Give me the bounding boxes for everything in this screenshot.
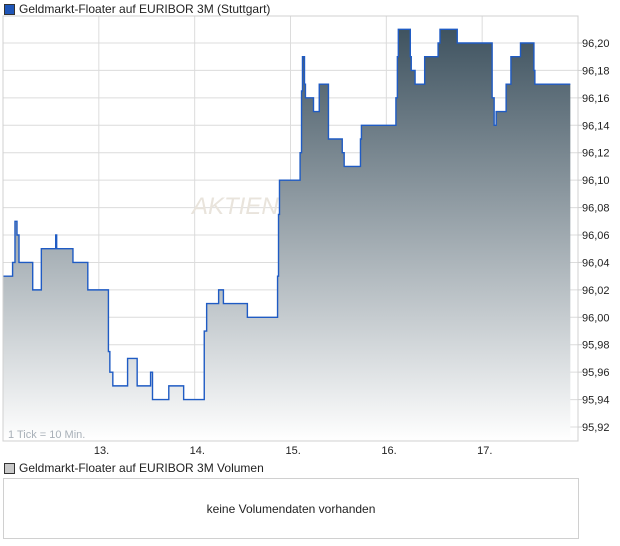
y-tick-label: 96,04 (582, 257, 610, 269)
y-axis: 95,92 95,94 95,96 95,98 96,00 96,02 96,04 96,06… (578, 38, 610, 434)
y-tick-label: 96,16 (582, 93, 610, 105)
y-tick-label: 96,18 (582, 65, 610, 77)
volume-panel: keine Volumendaten vorhanden (3, 478, 579, 539)
y-tick-label: 95,96 (582, 367, 610, 379)
x-tick-label: 17. (477, 445, 492, 457)
x-tick-label: 15. (286, 445, 301, 457)
y-tick-label: 96,08 (582, 203, 610, 215)
y-tick-label: 96,12 (582, 148, 610, 160)
price-legend-label: Geldmarkt-Floater auf EURIBOR 3M (Stuttg… (19, 2, 271, 16)
y-tick-label: 95,92 (582, 422, 610, 434)
y-tick-label: 95,98 (582, 340, 610, 352)
plot-frame (2, 15, 579, 442)
price-chart: AKTIEN 95,92 95,94 95,96 95,98 96,00 96,02 96,… (2, 15, 610, 457)
x-tick-label: 14. (190, 445, 205, 457)
y-tick-label: 96,20 (582, 38, 610, 50)
x-axis: 13. 14. 15. 16. 17. (94, 445, 493, 457)
y-tick-label: 96,02 (582, 285, 610, 297)
price-legend-swatch (4, 3, 15, 15)
watermark-logo: AKTIEN (190, 193, 279, 220)
price-legend: Geldmarkt-Floater auf EURIBOR 3M (Stuttg… (4, 2, 270, 16)
volume-legend: Geldmarkt-Floater auf EURIBOR 3M Volumen (4, 461, 264, 475)
y-tick-label: 96,06 (582, 230, 610, 242)
y-tick-label: 96,00 (582, 312, 610, 324)
y-tick-label: 95,94 (582, 395, 610, 407)
tick-note: 1 Tick = 10 Min. (8, 429, 85, 441)
y-tick-label: 96,14 (582, 120, 610, 132)
price-line (3, 28, 571, 401)
y-tick-label: 96,10 (582, 175, 610, 187)
volume-empty-message: keine Volumendaten vorhanden (206, 501, 376, 516)
x-tick-label: 13. (94, 445, 109, 457)
price-area (3, 29, 571, 441)
x-tick-label: 16. (381, 445, 396, 457)
volume-legend-label: Geldmarkt-Floater auf EURIBOR 3M Volumen (19, 461, 264, 475)
volume-legend-swatch (4, 462, 15, 474)
